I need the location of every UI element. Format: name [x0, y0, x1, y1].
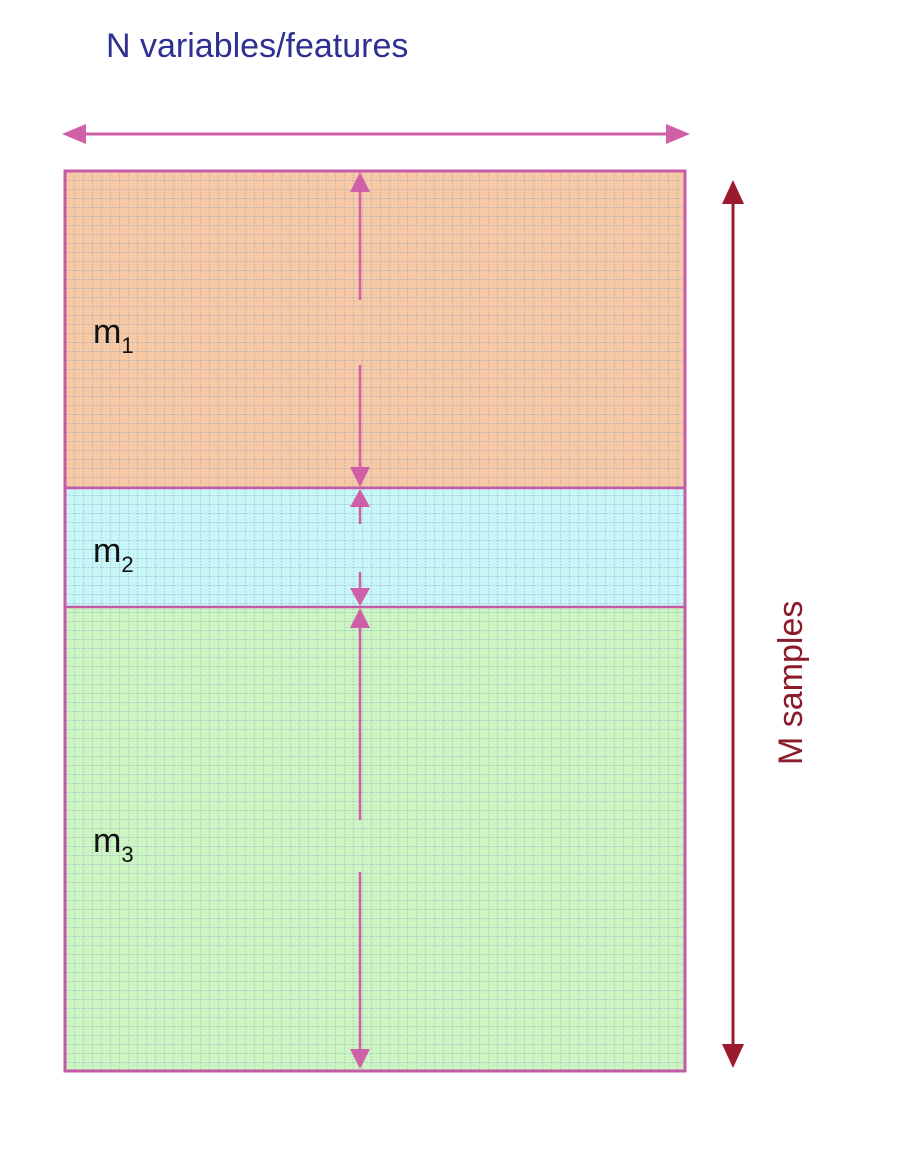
matrix-frame: [63, 169, 687, 1073]
n-arrow: [62, 124, 690, 144]
top-label: N variables/features: [106, 27, 408, 65]
label-m1: m1: [93, 313, 134, 358]
label-m3: m3: [93, 822, 134, 867]
block-m3: [65, 607, 685, 1071]
label-m2: m2: [93, 532, 134, 577]
m3-arrow: [350, 608, 370, 1069]
m1-arrow: [350, 172, 370, 487]
block-m1: [65, 171, 685, 488]
side-label: M samples: [772, 601, 810, 765]
m2-arrow: [350, 489, 370, 606]
block-m2: [65, 488, 685, 607]
m-samples-arrow: [722, 180, 744, 1068]
